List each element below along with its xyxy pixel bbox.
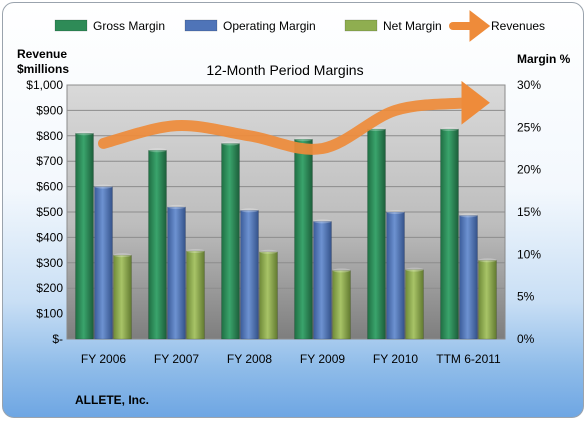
net-margin-bar-6 — [478, 260, 497, 340]
operating-margin-bar-cap-3 — [240, 208, 259, 213]
net-margin-bar-cap-5 — [405, 267, 424, 272]
left-tick-label: $700 — [36, 154, 63, 168]
net-margin-bar-cap-1 — [113, 253, 132, 258]
right-tick-label: 30% — [517, 78, 541, 92]
category-label: FY 2009 — [300, 352, 345, 366]
category-label: FY 2006 — [81, 352, 126, 366]
gross-margin-bar-6 — [440, 128, 459, 340]
operating-margin-bar-1 — [94, 186, 113, 340]
left-tick-label: $100 — [36, 307, 63, 321]
axes-group: $- $100 $200 $300 $400 $500 $600 $700 $800 $900 $1… — [26, 78, 541, 366]
revenue-line-group — [98, 80, 490, 155]
legend-label: Gross Margin — [93, 19, 165, 33]
category-label: FY 2010 — [373, 352, 418, 366]
revenue-line — [98, 80, 490, 155]
legend: Gross Margin Operating Margin Net Margin Re… — [54, 10, 545, 42]
operating-margin-bar-4 — [313, 221, 332, 340]
net-margin-bar-4 — [332, 270, 351, 340]
legend-label: Revenues — [491, 19, 545, 33]
right-axis-label: Margin % — [517, 52, 571, 66]
bars-group — [75, 127, 497, 340]
right-tick-label: 0% — [517, 332, 535, 346]
gross-margin-bar-cap-1 — [75, 131, 94, 136]
gross-margin-bar-cap-4 — [294, 137, 313, 142]
legend-swatch — [54, 19, 88, 32]
chart-svg: $- $100 $200 $300 $400 $500 $600 $700 $800 $900 $1… — [17, 10, 571, 407]
left-tick-label: $300 — [36, 256, 63, 270]
category-label: TTM 6-2011 — [436, 352, 501, 366]
category-label: FY 2008 — [227, 352, 272, 366]
category-label: FY 2007 — [154, 352, 199, 366]
operating-margin-bar-cap-4 — [313, 219, 332, 224]
left-tick-label: $1,000 — [26, 78, 63, 92]
left-tick-label: $800 — [36, 129, 63, 143]
gross-margin-bar-cap-3 — [221, 141, 240, 146]
net-margin-bar-cap-3 — [259, 249, 278, 254]
legend-swatch — [344, 19, 378, 32]
net-margin-bar-2 — [186, 250, 205, 340]
left-tick-label: $500 — [36, 205, 63, 219]
gross-margin-bar-2 — [148, 149, 167, 340]
gross-margin-bar-cap-6 — [440, 127, 459, 132]
right-tick-label: 5% — [517, 290, 535, 304]
net-margin-bar-1 — [113, 254, 132, 340]
chart-title: 12-Month Period Margins — [206, 62, 363, 78]
right-tick-label: 15% — [517, 205, 541, 219]
gross-margin-bar-4 — [294, 138, 313, 340]
operating-margin-bar-cap-2 — [167, 204, 186, 209]
operating-margin-bar-6 — [459, 215, 478, 340]
company-name: ALLETE, Inc. — [75, 393, 149, 407]
legend-label: Net Margin — [383, 19, 442, 33]
operating-margin-bar-3 — [240, 210, 259, 340]
operating-margin-bar-cap-6 — [459, 213, 478, 218]
chart-frame: $- $100 $200 $300 $400 $500 $600 $700 $800 $900 $1… — [2, 2, 584, 418]
right-tick-label: 20% — [517, 163, 541, 177]
gross-margin-bar-cap-2 — [148, 148, 167, 153]
left-tick-label: $400 — [36, 230, 63, 244]
net-margin-bar-5 — [405, 269, 424, 340]
legend-label: Operating Margin — [223, 19, 316, 33]
net-margin-bar-cap-6 — [478, 258, 497, 263]
operating-margin-bar-5 — [386, 211, 405, 340]
left-tick-label: $- — [52, 332, 63, 346]
right-tick-label: 25% — [517, 120, 541, 134]
left-tick-label: $600 — [36, 180, 63, 194]
net-margin-bar-cap-2 — [186, 248, 205, 253]
gross-margin-bar-3 — [221, 143, 240, 340]
legend-swatch — [184, 19, 218, 32]
left-axis-label-line2: $millions — [17, 62, 69, 76]
right-tick-label: 10% — [517, 247, 541, 261]
left-axis-label-line1: Revenue — [17, 47, 67, 61]
left-tick-label: $900 — [36, 103, 63, 117]
net-margin-bar-3 — [259, 251, 278, 340]
operating-margin-bar-cap-1 — [94, 184, 113, 189]
operating-margin-bar-cap-5 — [386, 210, 405, 214]
gross-margin-bar-5 — [367, 128, 386, 340]
left-tick-label: $200 — [36, 281, 63, 295]
operating-margin-bar-2 — [167, 206, 186, 340]
gross-margin-bar-1 — [75, 133, 94, 340]
net-margin-bar-cap-4 — [332, 268, 351, 273]
